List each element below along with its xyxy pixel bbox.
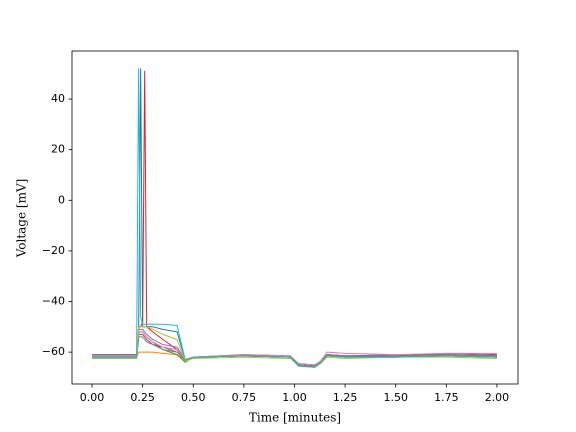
y-tick-label: 20 xyxy=(51,143,65,156)
x-tick-label: 0.50 xyxy=(181,391,206,404)
x-tick-label: 1.75 xyxy=(434,391,459,404)
x-tick-label: 0.00 xyxy=(80,391,105,404)
x-tick-label: 1.25 xyxy=(333,391,358,404)
trace-line xyxy=(92,70,497,367)
x-tick-label: 1.00 xyxy=(282,391,307,404)
x-tick-label: 2.00 xyxy=(485,391,510,404)
x-tick-label: 1.50 xyxy=(383,391,408,404)
x-tick-label: 0.25 xyxy=(130,391,155,404)
trace-line xyxy=(92,331,497,366)
y-tick-label: 40 xyxy=(51,92,65,105)
trace-line xyxy=(92,68,497,368)
y-tick-label: −20 xyxy=(42,244,65,257)
y-tick-label: 0 xyxy=(58,193,65,206)
trace-line xyxy=(92,326,497,368)
y-tick-label: −60 xyxy=(42,345,65,358)
x-tick-label: 0.75 xyxy=(232,391,257,404)
plot-frame xyxy=(71,50,519,385)
y-tick-label: −40 xyxy=(42,295,65,308)
trace-line xyxy=(92,68,497,367)
x-axis-label: Time [minutes] xyxy=(249,411,341,425)
y-axis-label: Voltage [mV] xyxy=(15,179,29,259)
